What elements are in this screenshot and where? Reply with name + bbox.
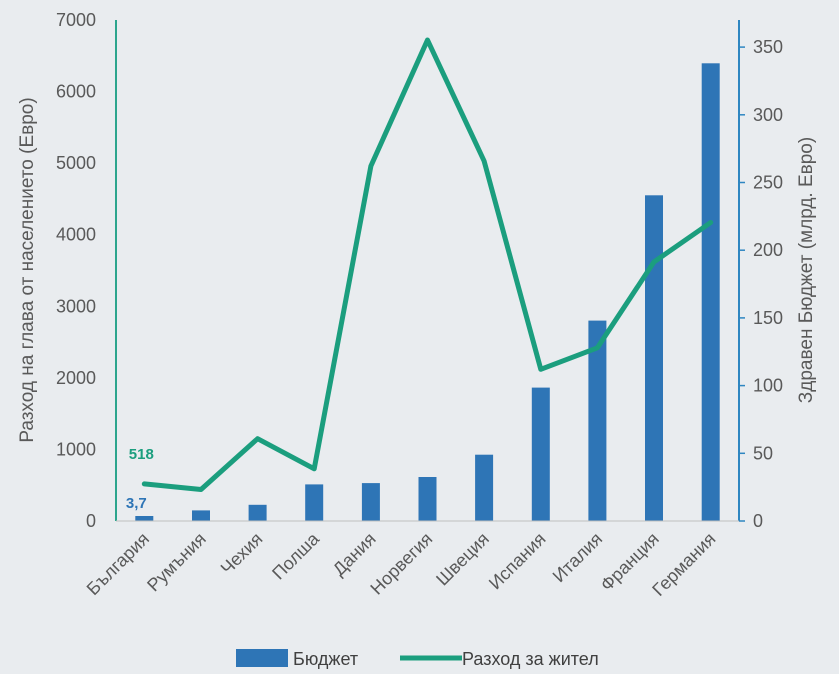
left-tick-5: 5000: [56, 153, 96, 173]
left-tick-7: 7000: [56, 10, 96, 30]
right-tick-2: 100: [753, 376, 783, 396]
left-tick-3: 3000: [56, 296, 96, 316]
bar-0: [135, 516, 154, 521]
y-axis-title: Разход на глава от населението (Евро): [17, 97, 38, 442]
right-tick-1: 50: [753, 443, 773, 463]
right-tick-7: 350: [753, 37, 783, 57]
legend-bar-swatch: [236, 649, 288, 667]
bar-6: [475, 454, 494, 521]
bar-8: [588, 320, 607, 521]
bar-9: [645, 195, 663, 522]
right-tick-5: 250: [753, 173, 783, 193]
bars-layer: [135, 63, 720, 522]
bar-5: [418, 477, 437, 521]
line-data-label: 518: [129, 446, 154, 463]
bar-7: [531, 387, 550, 521]
bar-4: [361, 483, 380, 521]
left-tick-0: 0: [86, 511, 96, 531]
right-tick-3: 150: [753, 308, 783, 328]
y2-axis-title: Здравен Бюджет (млрд. Евро): [796, 137, 817, 403]
left-tick-1: 1000: [56, 439, 96, 459]
right-tick-0: 0: [753, 511, 763, 531]
line-layer: [141, 37, 714, 492]
right-tick-4: 200: [753, 240, 783, 260]
bar-10: [701, 63, 720, 522]
bar-data-label: 3,7: [126, 495, 147, 512]
left-tick-6: 6000: [56, 82, 96, 102]
legend-line-label: Разход за жител: [462, 649, 599, 669]
bar-2: [248, 504, 267, 521]
legend: Бюджет Разход за жител: [236, 649, 599, 669]
bar-1: [192, 510, 210, 521]
right-tick-6: 300: [753, 105, 783, 125]
bar-3: [305, 484, 324, 521]
left-tick-4: 4000: [56, 225, 96, 245]
right-tick-marks: [739, 46, 745, 522]
left-tick-2: 2000: [56, 368, 96, 388]
line-series: [141, 37, 714, 492]
left-tick-labels: 0 1000 2000 3000 4000 5000 6000 7000: [56, 10, 96, 531]
legend-bar-label: Бюджет: [293, 649, 358, 669]
right-tick-labels: 0 50 100 150 200 250 300 350: [753, 37, 783, 531]
